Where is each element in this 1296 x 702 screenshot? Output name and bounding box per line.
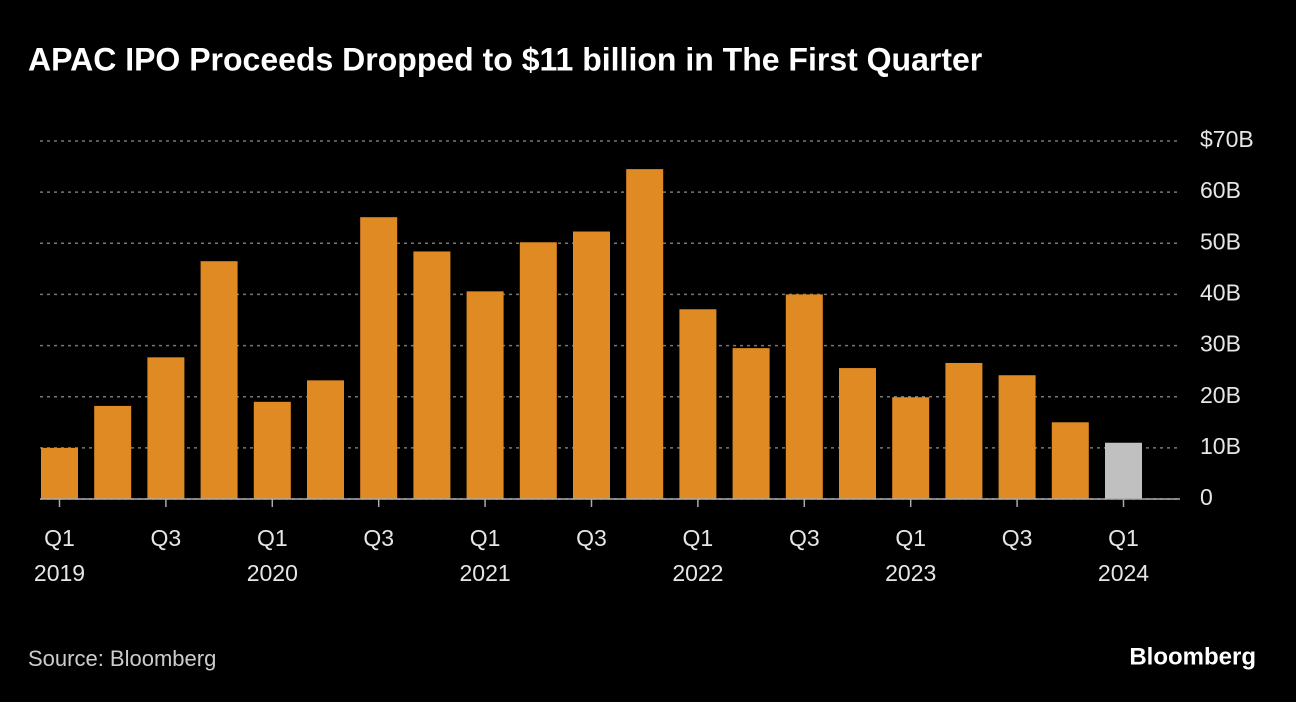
bar [1051, 422, 1089, 499]
bar [998, 375, 1036, 499]
x-tick-label: Q3 [151, 525, 182, 551]
bar [679, 309, 717, 499]
y-tick-label: 10B [1200, 433, 1241, 459]
bar [626, 169, 664, 499]
bar [307, 380, 344, 499]
bar [945, 362, 983, 499]
x-tick-year: 2020 [247, 560, 298, 586]
x-tick-year: 2019 [34, 560, 85, 586]
x-tick-label: Q3 [363, 525, 394, 551]
bar [785, 294, 823, 499]
bar [147, 357, 185, 499]
bar [732, 348, 770, 499]
bar [839, 368, 876, 499]
x-tick-label: Q1 [44, 525, 75, 551]
bar [253, 401, 291, 499]
x-tick-label: Q3 [789, 525, 820, 551]
bar [573, 231, 610, 499]
y-tick-label: 20B [1200, 382, 1241, 408]
source: Source: Bloomberg [28, 646, 216, 671]
x-tick-label: Q3 [1002, 525, 1033, 551]
bar [466, 291, 504, 499]
x-tick-label: Q1 [683, 525, 714, 551]
x-tick-label: Q1 [257, 525, 288, 551]
x-tick-label: Q1 [895, 525, 926, 551]
bar [413, 251, 451, 499]
bar [360, 217, 398, 499]
y-tick-label: $70B [1200, 126, 1254, 152]
x-tick-year: 2022 [672, 560, 723, 586]
bar [200, 261, 238, 499]
bar [519, 242, 557, 499]
brand: Bloomberg [1129, 643, 1256, 670]
bar [1105, 442, 1142, 499]
chart-title: APAC IPO Proceeds Dropped to $11 billion… [28, 41, 982, 77]
x-tick-label: Q1 [1108, 525, 1139, 551]
bar [41, 447, 78, 499]
y-tick-label: 50B [1200, 228, 1241, 254]
x-tick-label: Q1 [470, 525, 501, 551]
y-tick-label: 0 [1200, 484, 1213, 510]
bar [94, 405, 132, 499]
x-tick-year: 2021 [460, 560, 511, 586]
y-tick-label: 40B [1200, 280, 1241, 306]
bar [892, 397, 930, 499]
x-tick-year: 2023 [885, 560, 936, 586]
x-tick-year: 2024 [1098, 560, 1149, 586]
y-tick-label: 60B [1200, 177, 1241, 203]
y-tick-label: 30B [1200, 331, 1241, 357]
x-tick-label: Q3 [576, 525, 607, 551]
